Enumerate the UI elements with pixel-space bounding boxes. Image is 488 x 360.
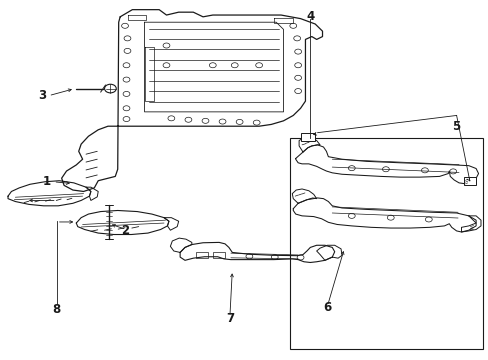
Polygon shape [76,211,168,234]
Text: 7: 7 [225,311,233,325]
Polygon shape [8,181,91,206]
Bar [289,138,483,349]
Text: 3: 3 [38,89,46,102]
Polygon shape [295,145,478,184]
Polygon shape [86,187,98,201]
Text: 1: 1 [43,175,51,188]
Bar [463,177,475,185]
Polygon shape [461,216,480,232]
Text: 2: 2 [121,224,129,237]
Polygon shape [299,138,320,152]
Polygon shape [163,218,178,230]
Text: 6: 6 [323,301,331,314]
Text: 5: 5 [451,120,460,133]
Polygon shape [293,198,475,232]
Text: 8: 8 [53,303,61,316]
Bar [300,133,315,140]
Polygon shape [180,242,334,262]
Bar [212,252,224,258]
Polygon shape [61,10,322,192]
Bar [195,252,207,258]
Polygon shape [316,245,341,260]
Text: 4: 4 [305,10,314,23]
Polygon shape [170,238,191,252]
Polygon shape [292,189,316,203]
